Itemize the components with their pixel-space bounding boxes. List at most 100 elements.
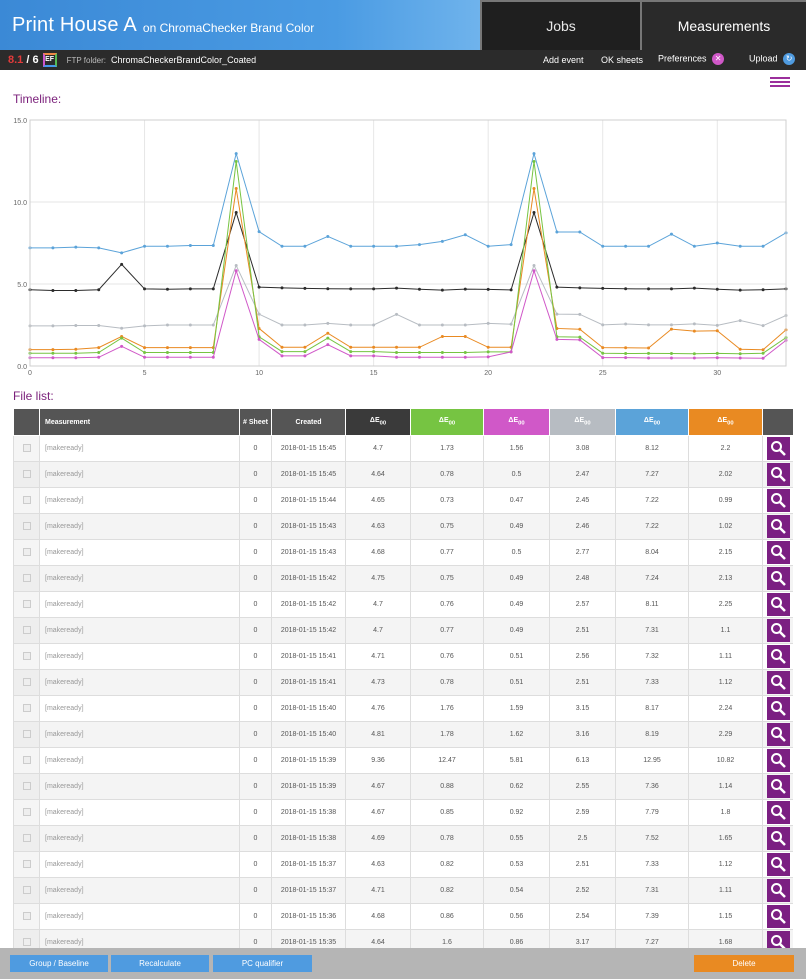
measurement-cell[interactable]: [makeready] [39, 617, 240, 644]
magnifier-icon[interactable] [766, 931, 790, 948]
row-select-cell[interactable] [13, 617, 40, 644]
row-select-cell[interactable] [13, 591, 40, 618]
row-checkbox[interactable] [22, 703, 31, 712]
magnifier-icon[interactable] [766, 775, 790, 798]
table-row[interactable]: [makeready] 0 2018-01-15 15:41 4.71 0.76 0.51… [13, 643, 793, 670]
row-checkbox[interactable] [22, 781, 31, 790]
measurement-cell[interactable]: [makeready] [39, 591, 240, 618]
row-select-cell[interactable] [13, 903, 40, 930]
measurement-cell[interactable]: [makeready] [39, 721, 240, 748]
measurement-cell[interactable]: [makeready] [39, 695, 240, 722]
table-row[interactable]: [makeready] 0 2018-01-15 15:45 4.64 0.78 0.5 2… [13, 461, 793, 488]
row-select-cell[interactable] [13, 539, 40, 566]
table-row[interactable]: [makeready] 0 2018-01-15 15:39 4.67 0.88 0.62… [13, 773, 793, 800]
table-row[interactable]: [makeready] 0 2018-01-15 15:40 4.81 1.78 1.62… [13, 721, 793, 748]
row-select-cell[interactable] [13, 435, 40, 462]
pc-qualifier-button[interactable]: PC qualifier [213, 955, 312, 972]
table-row[interactable]: [makeready] 0 2018-01-15 15:43 4.63 0.75 0.49… [13, 513, 793, 540]
magnifier-icon[interactable] [766, 489, 790, 512]
measurement-cell[interactable]: [makeready] [39, 773, 240, 800]
table-row[interactable]: [makeready] 0 2018-01-15 15:37 4.63 0.82 0.53… [13, 851, 793, 878]
measurement-cell[interactable]: [makeready] [39, 825, 240, 852]
table-row[interactable]: [makeready] 0 2018-01-15 15:38 4.69 0.78 0.55… [13, 825, 793, 852]
measurement-cell[interactable]: [makeready] [39, 565, 240, 592]
magnifier-icon[interactable] [766, 905, 790, 928]
row-checkbox[interactable] [22, 677, 31, 686]
row-select-cell[interactable] [13, 747, 40, 774]
tab-measurements[interactable]: Measurements [640, 0, 806, 50]
table-row[interactable]: [makeready] 0 2018-01-15 15:38 4.67 0.85 0.92… [13, 799, 793, 826]
row-select-cell[interactable] [13, 643, 40, 670]
menu-icon[interactable] [770, 77, 790, 87]
magnifier-icon[interactable] [766, 723, 790, 746]
table-row[interactable]: [makeready] 0 2018-01-15 15:40 4.76 1.76 1.59… [13, 695, 793, 722]
row-select-cell[interactable] [13, 929, 40, 948]
row-checkbox[interactable] [22, 833, 31, 842]
magnifier-icon[interactable] [766, 541, 790, 564]
magnifier-icon[interactable] [766, 801, 790, 824]
row-checkbox[interactable] [22, 885, 31, 894]
table-row[interactable]: [makeready] 0 2018-01-15 15:45 4.7 1.73 1.56 3… [13, 435, 793, 462]
table-row[interactable]: [makeready] 0 2018-01-15 15:42 4.75 0.75 0.49… [13, 565, 793, 592]
row-checkbox[interactable] [22, 937, 31, 946]
row-select-cell[interactable] [13, 773, 40, 800]
table-row[interactable]: [makeready] 0 2018-01-15 15:43 4.68 0.77 0.5 2… [13, 539, 793, 566]
row-select-cell[interactable] [13, 721, 40, 748]
row-checkbox[interactable] [22, 573, 31, 582]
row-select-cell[interactable] [13, 851, 40, 878]
add-event-button[interactable]: Add event [543, 55, 584, 65]
magnifier-icon[interactable] [766, 619, 790, 642]
row-checkbox[interactable] [22, 911, 31, 920]
row-checkbox[interactable] [22, 625, 31, 634]
row-select-cell[interactable] [13, 461, 40, 488]
row-checkbox[interactable] [22, 859, 31, 868]
measurement-cell[interactable]: [makeready] [39, 461, 240, 488]
measurement-cell[interactable]: [makeready] [39, 851, 240, 878]
row-select-cell[interactable] [13, 877, 40, 904]
row-checkbox[interactable] [22, 651, 31, 660]
row-select-cell[interactable] [13, 799, 40, 826]
magnifier-icon[interactable] [766, 879, 790, 902]
magnifier-icon[interactable] [766, 671, 790, 694]
row-select-cell[interactable] [13, 669, 40, 696]
measurement-cell[interactable]: [makeready] [39, 903, 240, 930]
measurement-cell[interactable]: [makeready] [39, 513, 240, 540]
measurement-cell[interactable]: [makeready] [39, 643, 240, 670]
row-checkbox[interactable] [22, 469, 31, 478]
row-checkbox[interactable] [22, 599, 31, 608]
measurement-cell[interactable]: [makeready] [39, 799, 240, 826]
magnifier-icon[interactable] [766, 749, 790, 772]
magnifier-icon[interactable] [766, 463, 790, 486]
recalculate-button[interactable]: Recalculate [111, 955, 209, 972]
header-de-gray[interactable]: ΔE00 [549, 408, 616, 436]
row-checkbox[interactable] [22, 547, 31, 556]
header-created[interactable]: Created [271, 408, 346, 436]
magnifier-icon[interactable] [766, 515, 790, 538]
row-checkbox[interactable] [22, 755, 31, 764]
group-baseline-button[interactable]: Group / Baseline [10, 955, 108, 972]
header-sheet[interactable]: # Sheet [239, 408, 272, 436]
row-select-cell[interactable] [13, 487, 40, 514]
table-row[interactable]: [makeready] 0 2018-01-15 15:41 4.73 0.78 0.51… [13, 669, 793, 696]
measurement-cell[interactable]: [makeready] [39, 747, 240, 774]
row-checkbox[interactable] [22, 521, 31, 530]
magnifier-icon[interactable] [766, 697, 790, 720]
table-row[interactable]: [makeready] 0 2018-01-15 15:36 4.68 0.86 0.56… [13, 903, 793, 930]
magnifier-icon[interactable] [766, 827, 790, 850]
table-row[interactable]: [makeready] 0 2018-01-15 15:44 4.65 0.73 0.47… [13, 487, 793, 514]
header-de-green[interactable]: ΔE00 [410, 408, 484, 436]
row-checkbox[interactable] [22, 495, 31, 504]
header-de-orange[interactable]: ΔE00 [688, 408, 763, 436]
header-de-black[interactable]: ΔE00 [345, 408, 411, 436]
preferences-button[interactable]: Preferences ✕ [658, 53, 725, 65]
row-select-cell[interactable] [13, 513, 40, 540]
table-row[interactable]: [makeready] 0 2018-01-15 15:39 9.36 12.47 5.8… [13, 747, 793, 774]
table-row[interactable]: [makeready] 0 2018-01-15 15:42 4.7 0.76 0.49 2… [13, 591, 793, 618]
magnifier-icon[interactable] [766, 593, 790, 616]
table-row[interactable]: [makeready] 0 2018-01-15 15:42 4.7 0.77 0.49 2… [13, 617, 793, 644]
magnifier-icon[interactable] [766, 567, 790, 590]
ok-sheets-button[interactable]: OK sheets [601, 55, 644, 65]
measurement-cell[interactable]: [makeready] [39, 877, 240, 904]
magnifier-icon[interactable] [766, 437, 790, 460]
measurement-cell[interactable]: [makeready] [39, 669, 240, 696]
